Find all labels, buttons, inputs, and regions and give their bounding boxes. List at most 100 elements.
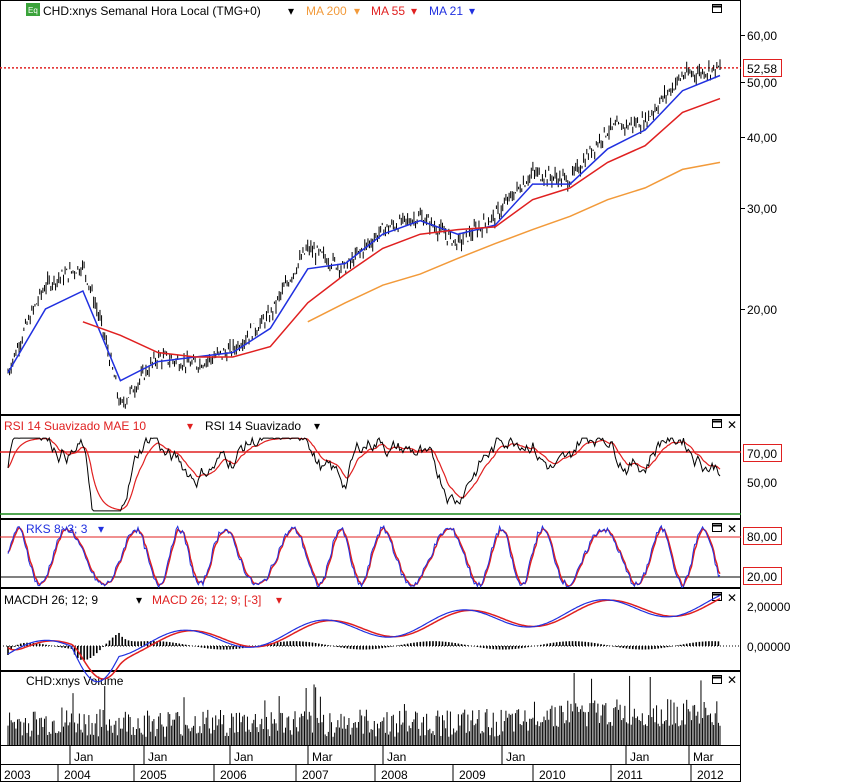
last-price-tag [743, 59, 782, 77]
rsi-dropdown-icon[interactable]: ▾ [314, 419, 320, 433]
macd-histogram-bar [520, 646, 523, 649]
year-label: 2007 [302, 768, 329, 782]
macd-histogram-bar [616, 646, 618, 648]
macd-histogram-bar [219, 646, 222, 650]
month-label: Jan [506, 750, 525, 764]
rsi-maximize-icon[interactable] [712, 419, 722, 428]
ma200-label[interactable]: MA 200 [306, 4, 347, 18]
macd-histogram-bar [638, 646, 640, 650]
macd-histogram-bar [663, 646, 666, 648]
macd-histogram-bar [181, 644, 184, 646]
rks-dropdown-icon[interactable]: ▾ [98, 522, 104, 536]
ma200-dropdown-icon[interactable]: ▾ [354, 4, 360, 18]
macd-histogram-bar [203, 646, 206, 649]
macd-histogram-bar [581, 641, 583, 646]
month-label: Jan [74, 750, 93, 764]
ma55-label[interactable]: MA 55 [371, 4, 405, 18]
macd-histogram-bar [479, 646, 482, 648]
macd-level-2: 2,00000 [747, 600, 791, 614]
macd-histogram-bar [279, 641, 282, 646]
macd-histogram-bar [517, 646, 520, 649]
macd-histogram-bar [489, 646, 491, 649]
macd-histogram-bar [365, 646, 368, 650]
year-label: 2009 [459, 768, 486, 782]
price-maximize-icon[interactable] [712, 4, 722, 13]
ma21-dropdown-icon[interactable]: ▾ [469, 4, 475, 18]
macd-histogram-bar [226, 646, 228, 650]
macd-histogram-bar [708, 641, 710, 646]
macd-histogram-bar [286, 641, 288, 646]
macdh-label[interactable]: MACDH 26; 12; 9 [4, 593, 98, 607]
macd-histogram-bar [318, 643, 320, 646]
macd-histogram-bar [438, 641, 441, 646]
macd-histogram-bar [200, 646, 203, 648]
macd-histogram-bar [124, 639, 127, 646]
macd-histogram-bar [118, 632, 120, 646]
rsi-label[interactable]: RSI 14 Suavizado [205, 419, 301, 433]
rsi-mae-label[interactable]: RSI 14 Suavizado MAE 10 [4, 419, 146, 433]
macd-histogram-bar [283, 641, 285, 646]
rsi-close-icon[interactable]: ✕ [727, 418, 737, 432]
macd-histogram-bar [292, 641, 295, 646]
volume-close-icon[interactable]: ✕ [727, 673, 737, 687]
rsi-plot [0, 436, 741, 515]
macd-histogram-bar [371, 646, 374, 650]
macd-histogram-bar [61, 646, 63, 648]
macd-histogram-bar [552, 642, 555, 646]
macd-histogram-bar [527, 646, 529, 648]
macd-histogram-bar [156, 641, 158, 646]
year-label: 2012 [697, 768, 724, 782]
rsi-line [7, 436, 721, 512]
macd-histogram-bar [83, 646, 85, 661]
macd-histogram-bar [682, 644, 685, 646]
macdh-dropdown-icon[interactable]: ▾ [136, 593, 142, 607]
rks-close-icon[interactable]: ✕ [727, 522, 737, 536]
year-label: 2004 [64, 768, 91, 782]
macd-histogram-bar [197, 646, 200, 648]
rks-label[interactable]: RKS 8; 3; 3 [26, 522, 88, 536]
ma55-dropdown-icon[interactable]: ▾ [411, 4, 417, 18]
volume-label[interactable]: CHD:xnys Volume [26, 674, 124, 688]
macd-histogram-bar [689, 643, 691, 646]
macd-histogram-bar [48, 645, 51, 646]
macd-histogram-bar [435, 641, 437, 646]
macd-histogram-bar [162, 641, 165, 646]
time-axis [0, 745, 741, 782]
macd-histogram-bar [115, 635, 117, 646]
macd-histogram-bar [375, 646, 377, 649]
macd-histogram-bar [149, 641, 152, 646]
macd-histogram-bar [505, 646, 507, 650]
macd-histogram-bar [80, 646, 82, 660]
macd-histogram-bar [140, 641, 143, 646]
chart-title[interactable]: CHD:xnys Semanal Hora Local (TMG+0) [43, 4, 261, 18]
macd-histogram-bar [695, 642, 698, 646]
macd-histogram-bar [305, 641, 307, 646]
macd-close-icon[interactable]: ✕ [727, 591, 737, 605]
ma21-label[interactable]: MA 21 [429, 4, 463, 18]
rks-plot [0, 524, 741, 589]
macd-histogram-bar [413, 642, 415, 646]
macd-dropdown-icon[interactable]: ▾ [276, 593, 282, 607]
price-tick-30: 30,00 [747, 202, 777, 216]
rks-level-80-tag [743, 527, 782, 545]
macd-histogram-bar [587, 642, 590, 646]
macd-histogram-bar [565, 641, 567, 646]
month-label: Mar [312, 750, 333, 764]
volume-maximize-icon[interactable] [712, 675, 722, 684]
macd-histogram-bar [559, 641, 561, 646]
macd-histogram-bar [67, 646, 70, 649]
macd-histogram-bar [178, 643, 181, 646]
macd-histogram-bar [105, 643, 108, 646]
macd-panel [0, 588, 741, 671]
macd-histogram-bar [571, 641, 574, 646]
macd-histogram-bar [441, 641, 444, 646]
macd-label[interactable]: MACD 26; 12; 9; [-3] [152, 593, 261, 607]
macd-histogram-bar [308, 642, 311, 646]
rks-maximize-icon[interactable] [712, 523, 722, 532]
macd-histogram-bar [429, 641, 431, 646]
rks-fast-line [7, 524, 721, 589]
macd-histogram-bar [276, 642, 279, 646]
rsi-mae-dropdown-icon[interactable]: ▾ [187, 419, 193, 433]
chart-title-dropdown-icon[interactable]: ▾ [288, 4, 294, 18]
